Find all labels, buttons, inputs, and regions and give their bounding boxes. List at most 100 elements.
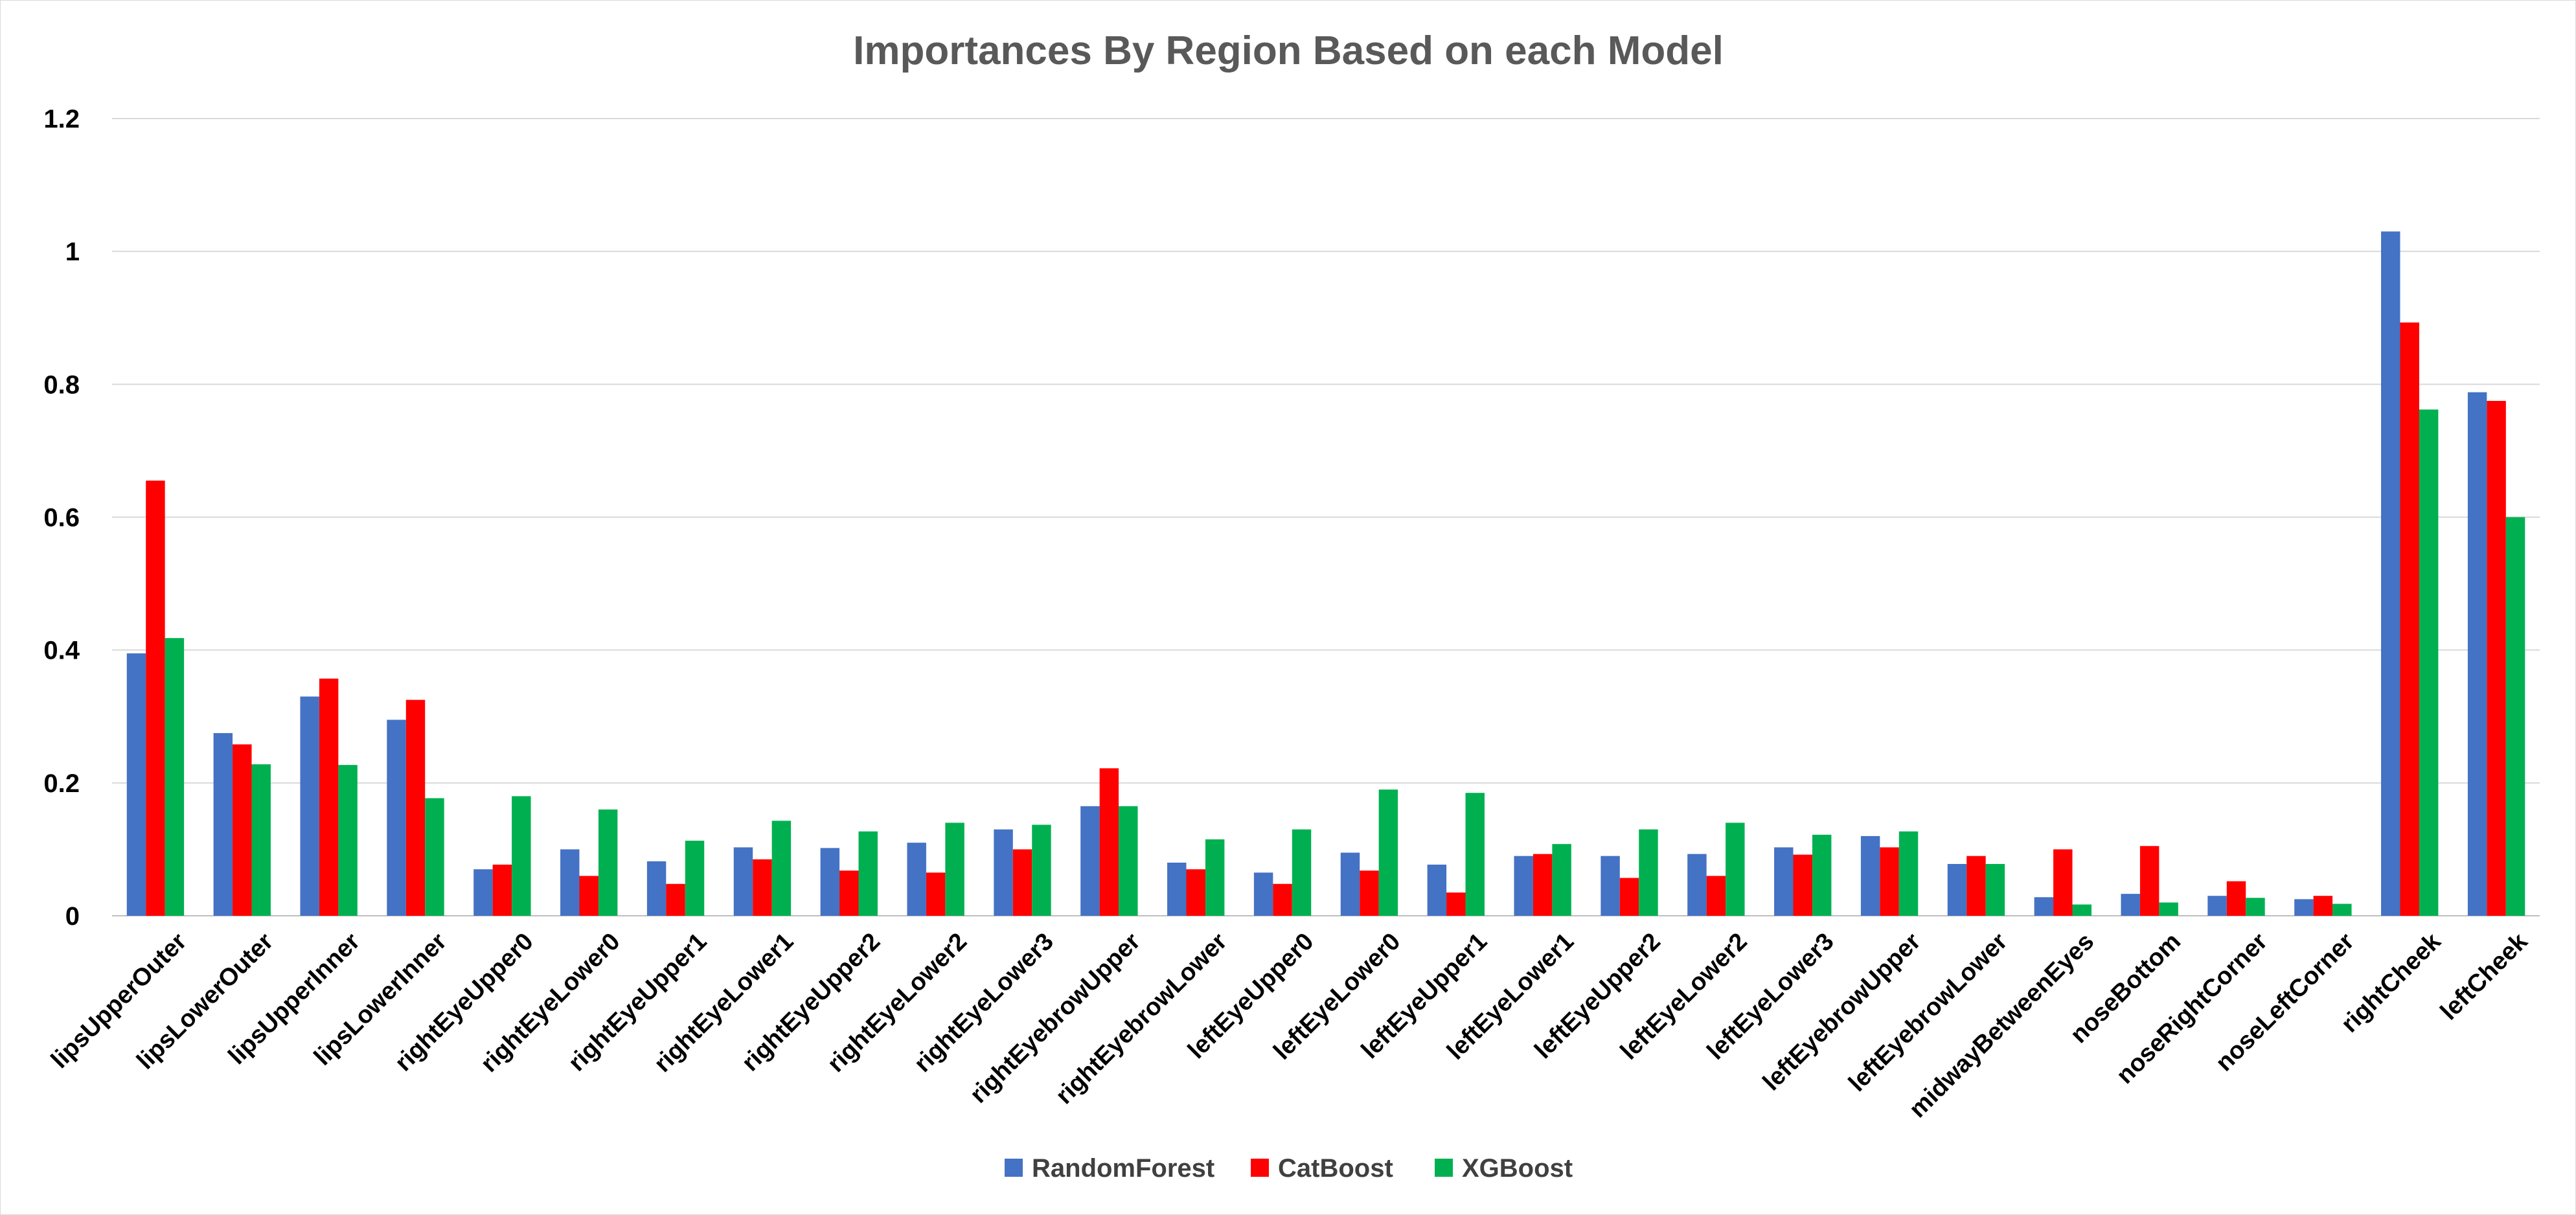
- x-tick-label: leftCheek: [2435, 927, 2533, 1025]
- x-tick-label: leftEyebrowUpper: [1758, 928, 1926, 1096]
- bar-catboost-leftEyebrowLower: [1966, 856, 1986, 916]
- bar-xgboost-leftCheek: [2505, 517, 2525, 916]
- bar-xgboost-lipsUpperOuter: [165, 638, 185, 916]
- bar-catboost-leftEyeLower2: [1706, 876, 1726, 916]
- bar-randomforest-rightEyeLower3: [994, 829, 1013, 916]
- bar-randomforest-leftEyeUpper1: [1427, 865, 1447, 916]
- bar-catboost-noseLeftCorner: [2313, 896, 2333, 916]
- bar-xgboost-lipsUpperInner: [338, 765, 358, 916]
- bars: [126, 231, 2525, 916]
- bar-randomforest-rightEyeUpper2: [820, 848, 840, 916]
- gridlines: [112, 118, 2540, 916]
- bar-xgboost-noseBottom: [2159, 902, 2178, 916]
- y-tick-label: 0: [65, 902, 80, 931]
- x-tick-label: noseRightCorner: [2112, 928, 2273, 1089]
- bar-xgboost-leftEyeLower1: [1552, 844, 1571, 916]
- bar-xgboost-leftEyebrowLower: [1985, 863, 2005, 916]
- legend: RandomForest CatBoost XGBoost: [1005, 1154, 1573, 1183]
- bar-xgboost-rightEyeUpper2: [858, 831, 878, 916]
- bar-randomforest-leftEyeUpper0: [1253, 872, 1273, 916]
- bar-catboost-lipsUpperOuter: [146, 481, 165, 916]
- x-axis-ticks: lipsUpperOuterlipsLowerOuterlipsUpperInn…: [46, 927, 2533, 1123]
- legend-swatch-xgboost: [1435, 1159, 1453, 1177]
- bar-xgboost-rightEyeLower3: [1032, 824, 1051, 916]
- bar-catboost-noseBottom: [2139, 846, 2160, 916]
- bar-randomforest-lipsLowerOuter: [213, 732, 233, 916]
- bar-catboost-rightEyeLower3: [1012, 849, 1032, 916]
- bar-randomforest-noseRightCorner: [2207, 896, 2227, 916]
- bar-catboost-rightEyeUpper0: [492, 865, 512, 916]
- bar-catboost-noseRightCorner: [2226, 881, 2246, 916]
- bar-randomforest-leftEyeLower3: [1774, 847, 1794, 916]
- bar-catboost-lipsUpperInner: [319, 678, 339, 916]
- bar-randomforest-leftEyeUpper2: [1601, 856, 1620, 916]
- y-tick-label: 1: [65, 238, 80, 266]
- bar-xgboost-rightEyeLower0: [598, 809, 618, 916]
- y-tick-label: 0.4: [43, 637, 80, 665]
- bar-catboost-rightCheek: [2400, 322, 2419, 916]
- bar-randomforest-rightEyeLower0: [560, 849, 580, 916]
- bar-catboost-rightEyeUpper1: [666, 883, 685, 916]
- bar-xgboost-rightEyeUpper1: [685, 841, 705, 916]
- bar-xgboost-rightEyeLower2: [945, 823, 964, 916]
- legend-label: CatBoost: [1278, 1154, 1393, 1183]
- bar-catboost-rightEyeLower0: [579, 876, 598, 916]
- bar-catboost-leftEyebrowUpper: [1880, 847, 1899, 916]
- legend-label: XGBoost: [1462, 1154, 1573, 1183]
- bar-xgboost-leftEyeLower3: [1812, 834, 1832, 916]
- bar-randomforest-leftEyeLower0: [1340, 852, 1360, 916]
- bar-xgboost-midwayBetweenEyes: [2072, 904, 2092, 916]
- legend-swatch-randomforest: [1005, 1159, 1023, 1177]
- bar-randomforest-rightEyeUpper0: [473, 869, 493, 916]
- x-tick-label: leftEyebrowLower: [1843, 928, 2012, 1097]
- y-tick-label: 1.2: [43, 105, 80, 133]
- bar-randomforest-midwayBetweenEyes: [2034, 897, 2054, 916]
- bar-randomforest-noseBottom: [2121, 894, 2140, 916]
- bar-xgboost-noseLeftCorner: [2332, 903, 2352, 916]
- y-tick-label: 0.8: [43, 370, 80, 399]
- bar-catboost-rightEyebrowLower: [1186, 869, 1205, 916]
- bar-catboost-rightEyeLower2: [926, 872, 946, 916]
- bar-xgboost-rightCheek: [2419, 409, 2439, 916]
- bar-catboost-midwayBetweenEyes: [2053, 849, 2073, 916]
- bar-xgboost-rightEyebrowUpper: [1119, 806, 1138, 916]
- bar-xgboost-lipsLowerOuter: [251, 764, 271, 916]
- bar-catboost-leftEyeUpper0: [1273, 883, 1292, 916]
- x-tick-label: rightEyebrowLower: [1051, 928, 1233, 1110]
- bar-catboost-lipsLowerOuter: [233, 744, 252, 916]
- bar-catboost-leftEyeLower3: [1793, 854, 1812, 916]
- y-tick-label: 0.6: [43, 504, 80, 532]
- bar-catboost-rightEyebrowUpper: [1099, 768, 1119, 916]
- bar-xgboost-rightEyeUpper0: [512, 796, 531, 916]
- y-axis-ticks: 0 0.2 0.4 0.6 0.8 1 1.2: [43, 105, 80, 931]
- legend-label: RandomForest: [1032, 1154, 1214, 1183]
- bar-catboost-rightEyeUpper2: [839, 870, 859, 916]
- y-tick-label: 0.2: [43, 769, 80, 798]
- bar-catboost-leftEyeUpper2: [1619, 878, 1639, 916]
- bar-randomforest-leftEyeLower2: [1687, 854, 1707, 916]
- bar-catboost-leftEyeUpper1: [1446, 892, 1466, 916]
- bar-xgboost-leftEyebrowUpper: [1898, 831, 1919, 916]
- bar-xgboost-noseRightCorner: [2246, 898, 2265, 916]
- legend-swatch-catboost: [1251, 1159, 1269, 1177]
- bar-randomforest-rightEyebrowUpper: [1080, 806, 1100, 916]
- bar-randomforest-lipsUpperOuter: [126, 653, 146, 916]
- bar-catboost-leftEyeLower0: [1360, 870, 1379, 916]
- bar-randomforest-leftEyebrowLower: [1947, 863, 1967, 916]
- bar-xgboost-lipsLowerInner: [425, 798, 444, 916]
- bar-xgboost-leftEyeUpper1: [1465, 793, 1485, 916]
- bar-catboost-leftCheek: [2487, 400, 2506, 916]
- bar-xgboost-leftEyeLower2: [1726, 823, 1745, 916]
- bar-randomforest-lipsUpperInner: [300, 696, 319, 916]
- bar-randomforest-rightEyeLower2: [907, 843, 926, 916]
- bar-xgboost-leftEyeUpper0: [1292, 829, 1312, 916]
- bar-randomforest-leftEyebrowUpper: [1860, 835, 1880, 916]
- x-tick-label: rightEyebrowUpper: [965, 928, 1146, 1109]
- bar-xgboost-rightEyeLower1: [771, 821, 792, 916]
- bar-xgboost-leftEyeUpper2: [1639, 829, 1658, 916]
- bar-randomforest-rightEyeUpper1: [646, 861, 667, 916]
- bar-randomforest-rightCheek: [2381, 231, 2400, 916]
- bar-catboost-rightEyeLower1: [753, 859, 772, 916]
- bar-xgboost-leftEyeLower0: [1378, 789, 1398, 916]
